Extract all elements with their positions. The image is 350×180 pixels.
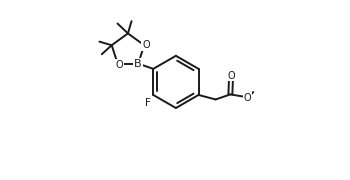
Text: O: O [244,93,251,103]
Text: O: O [116,60,124,70]
Text: B: B [134,59,142,69]
Text: F: F [145,98,151,108]
Text: O: O [142,40,150,50]
Text: O: O [227,71,235,80]
